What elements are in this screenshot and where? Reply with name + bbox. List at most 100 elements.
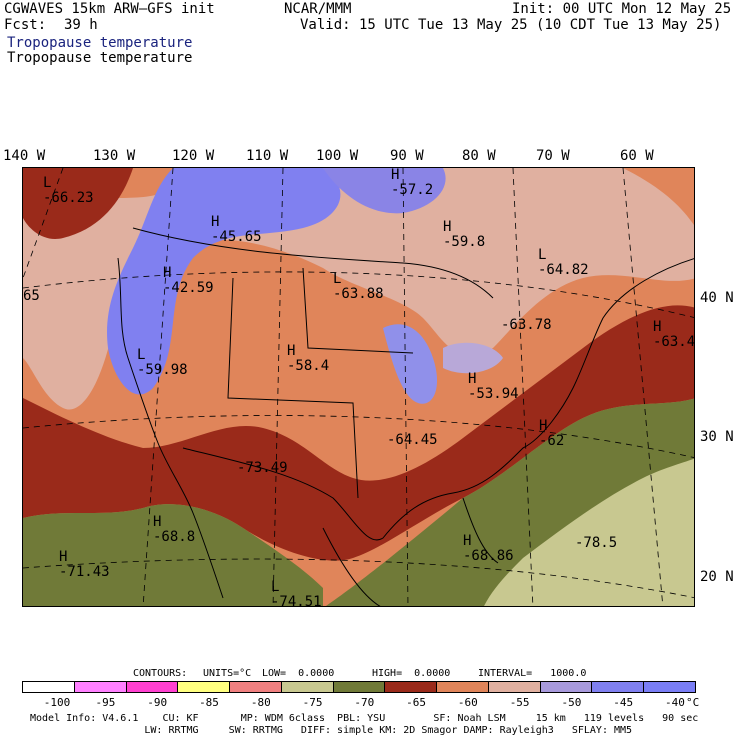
color-scale-swatch [177,681,231,693]
extremum-label: L -59.98 [137,348,188,378]
color-scale-swatch [332,681,386,693]
color-scale-swatch [229,681,282,693]
extremum-value: -68.86 [463,548,514,564]
extremum-letter: L [333,271,342,287]
lon-label: 110 W [246,148,289,164]
lon-label: 100 W [316,148,359,164]
high-label: HIGH= 0.0000 [372,668,451,679]
lon-label: 130 W [93,148,136,164]
extremum-label: L -64.82 [538,248,589,278]
extremum-label: H -63.4 [653,319,694,350]
init-time: Init: 00 UTC Mon 12 May 25 [512,1,732,17]
color-scale-tick: -75 [302,696,323,709]
extremum-label: L -66.23 [43,176,94,206]
tropopause-temperature-map: L -66.23 H -57.2 H -45.65 H -59.8 H -42.… [22,167,695,607]
extremum-letter: H [153,514,162,530]
color-scale-tick: -85 [199,696,219,709]
extremum-letter: H [653,319,662,335]
extremum-value: -78.5 [575,535,618,551]
extremum-value: -58.4 [287,358,330,374]
lon-label: 80 W [462,148,496,164]
color-scale-tick: -60 [457,696,478,709]
color-scale-swatch [22,681,75,693]
extremum-value: -62 [539,433,565,449]
color-scale-swatch [591,681,645,693]
color-scale-tick: -45 [613,696,634,709]
extremum-label: H -53.94 [468,372,519,402]
contours-label: CONTOURS: [133,668,188,679]
lon-label: 140 W [3,148,46,164]
interval-label: INTERVAL= 1000.0 [478,668,587,679]
extremum-value: -66.23 [43,190,94,206]
units-label: UNITS=°C [203,668,252,679]
extremum-value: -59.98 [137,362,188,378]
extremum-value: -68.8 [153,529,196,545]
extremum-label: H -62 [539,419,564,449]
color-scale-tick: -40 [665,696,685,709]
extremum-label: L -63.88 [333,272,384,302]
shade-khaki-caribbean [484,458,694,606]
extremum-value: -42.59 [163,280,214,296]
extremum-label: H -68.8 [153,515,195,545]
extremum-label: H -71.43 [59,550,110,580]
color-scale-tick: -50 [561,696,582,709]
color-scale-tick: -65 [406,696,427,709]
extremum-letter: H [163,265,172,281]
extremum-value: 65 [23,288,40,304]
extremum-letter: H [287,343,296,359]
lon-label: 90 W [390,148,424,164]
low-label: LOW= 0.0000 [262,668,335,679]
shade-blue-midwest [383,324,438,404]
extremum-value: -74.51 [271,594,322,607]
shade-blue-north [323,168,446,214]
model-info-line-2: LW: RRTMG SW: RRTMG DIFF: simple KM: 2D … [30,725,633,736]
extremum-letter: H [468,371,477,387]
map-canvas [23,168,694,606]
extremum-label: H -45.65 [211,215,262,245]
valid-time: Valid: 15 UTC Tue 13 May 25 (10 CDT Tue … [300,17,722,33]
extremum-value: -64.45 [387,432,438,448]
color-scale-swatch [643,681,696,693]
org-label: NCAR/MMM [284,1,352,17]
extremum-label: H -42.59 [163,266,214,296]
extremum-letter: H [463,533,472,549]
model-title: CGWAVES 15km ARW—GFS init [4,1,215,17]
forecast-label: Fcst: [4,17,47,33]
field-title-contour: Tropopause temperature [7,50,193,66]
extremum-value: -63.88 [333,286,384,302]
boundaries [117,227,694,606]
extremum-value: -73.49 [237,460,288,476]
color-scale-tick: -95 [95,696,116,709]
extremum-label: L -74.51 [271,580,322,607]
lat-label: 40 N [700,290,734,306]
extremum-value: -57.2 [391,182,434,198]
model-info-line-1: Model Info: V4.6.1 CU: KF MP: WDM 6class… [30,713,699,724]
extremum-label: H -59.8 [443,220,485,250]
extremum-letter: H [443,219,452,235]
extremum-letter: L [43,175,52,191]
extremum-label: H -58.4 [287,344,329,374]
lon-label: 70 W [536,148,570,164]
extremum-value: -59.8 [443,234,486,250]
forecast-hour: 39 h [64,17,98,33]
extremum-value: -45.65 [211,229,262,245]
extremum-letter: H [211,214,220,230]
color-scale-swatch [487,681,541,693]
shade-paleblue-ohio [443,342,503,374]
scale-unit: °C [686,696,700,709]
color-scale-swatch [436,681,489,693]
extremum-label: H -68.86 [463,534,514,564]
extremum-letter: H [391,167,400,183]
graticule [23,168,694,606]
extremum-letter: H [539,418,548,434]
extremum-letter: L [137,347,146,363]
lon-label: 120 W [172,148,215,164]
extremum-value: -63.78 [501,317,552,333]
extremum-letter: L [538,247,547,263]
color-scale-swatch [125,681,179,693]
color-scale-tick: -90 [147,696,168,709]
shade-olive-southwest [23,504,323,606]
extremum-value: -64.82 [538,262,589,278]
field-title-shaded: Tropopause temperature [7,35,193,51]
color-scale-swatch [384,681,438,693]
